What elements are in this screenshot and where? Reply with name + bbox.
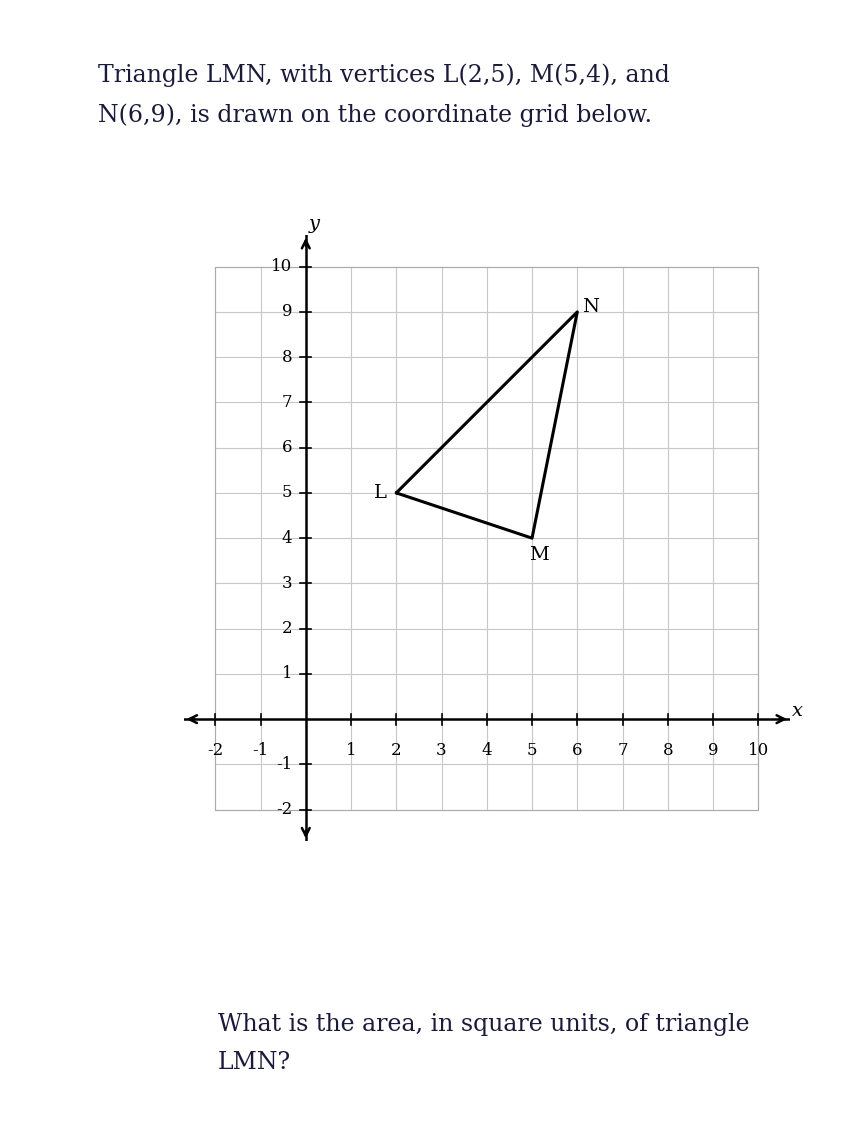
Text: 3: 3 bbox=[281, 575, 292, 592]
Text: 10: 10 bbox=[270, 258, 292, 275]
Text: 5: 5 bbox=[526, 742, 537, 759]
Text: What is the area, in square units, of triangle: What is the area, in square units, of tr… bbox=[218, 1013, 749, 1036]
Text: 4: 4 bbox=[481, 742, 491, 759]
Text: M: M bbox=[528, 546, 548, 564]
Text: 8: 8 bbox=[662, 742, 672, 759]
Text: y: y bbox=[308, 215, 319, 232]
Text: 7: 7 bbox=[281, 394, 292, 411]
Bar bbox=[215, 267, 757, 810]
Text: 2: 2 bbox=[391, 742, 401, 759]
Text: N: N bbox=[582, 299, 599, 316]
Text: -2: -2 bbox=[207, 742, 223, 759]
Text: L: L bbox=[374, 484, 386, 502]
Text: 6: 6 bbox=[572, 742, 582, 759]
Text: 9: 9 bbox=[707, 742, 717, 759]
Text: 2: 2 bbox=[281, 621, 292, 637]
Text: x: x bbox=[792, 702, 803, 720]
Text: -1: -1 bbox=[276, 756, 292, 773]
Text: 4: 4 bbox=[281, 530, 292, 546]
Text: 7: 7 bbox=[617, 742, 627, 759]
Text: -1: -1 bbox=[252, 742, 269, 759]
Text: 1: 1 bbox=[345, 742, 356, 759]
Text: N(6,9), is drawn on the coordinate grid below.: N(6,9), is drawn on the coordinate grid … bbox=[98, 103, 652, 127]
Text: 10: 10 bbox=[746, 742, 768, 759]
Text: Triangle LMN, with vertices L(2,5), M(5,4), and: Triangle LMN, with vertices L(2,5), M(5,… bbox=[98, 63, 670, 87]
Text: 1: 1 bbox=[281, 665, 292, 682]
Text: LMN?: LMN? bbox=[218, 1051, 291, 1074]
Text: 3: 3 bbox=[436, 742, 446, 759]
Text: 6: 6 bbox=[281, 440, 292, 456]
Text: 9: 9 bbox=[281, 303, 292, 321]
Text: -2: -2 bbox=[276, 802, 292, 819]
Text: 5: 5 bbox=[281, 484, 292, 502]
Text: 8: 8 bbox=[281, 349, 292, 365]
